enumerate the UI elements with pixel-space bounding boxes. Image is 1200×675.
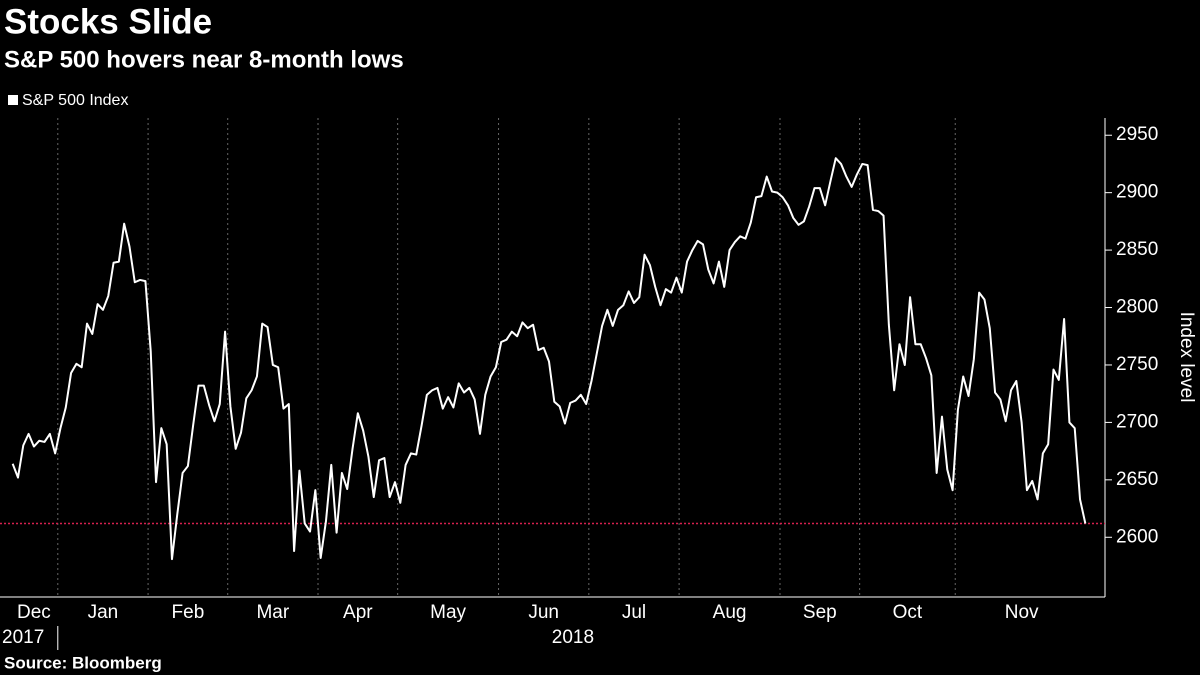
x-tick-label: May bbox=[430, 602, 466, 623]
y-tick-label: 2950 bbox=[1116, 124, 1158, 145]
x-tick-label: Jun bbox=[528, 602, 559, 623]
legend-label: S&P 500 Index bbox=[22, 92, 128, 109]
y-axis-label: Index level bbox=[1176, 312, 1197, 403]
chart-subtitle: S&P 500 hovers near 8-month lows bbox=[4, 46, 404, 73]
x-tick-label: Dec bbox=[17, 602, 51, 623]
x-tick-label: Mar bbox=[256, 602, 289, 623]
x-tick-label: Apr bbox=[343, 602, 373, 623]
y-tick-label: 2650 bbox=[1116, 469, 1158, 490]
year-label: 2018 bbox=[552, 627, 594, 648]
y-tick-label: 2850 bbox=[1116, 239, 1158, 260]
x-tick-label: Jul bbox=[622, 602, 646, 623]
x-tick-label: Jan bbox=[88, 602, 119, 623]
x-tick-label: Nov bbox=[1005, 602, 1039, 623]
year-label: 2017 bbox=[2, 627, 44, 648]
y-tick-label: 2900 bbox=[1116, 182, 1158, 203]
y-tick-label: 2600 bbox=[1116, 526, 1158, 547]
source: Source: Bloomberg bbox=[4, 653, 162, 672]
x-tick-label: Oct bbox=[893, 602, 923, 623]
chart-title: Stocks Slide bbox=[4, 2, 212, 41]
x-tick-label: Sep bbox=[803, 602, 837, 623]
y-tick-label: 2700 bbox=[1116, 411, 1158, 432]
y-tick-label: 2750 bbox=[1116, 354, 1158, 375]
y-tick-label: 2800 bbox=[1116, 297, 1158, 318]
series-line bbox=[11, 157, 1087, 561]
legend-swatch bbox=[8, 95, 18, 105]
x-tick-label: Aug bbox=[713, 602, 747, 623]
x-tick-label: Feb bbox=[172, 602, 205, 623]
